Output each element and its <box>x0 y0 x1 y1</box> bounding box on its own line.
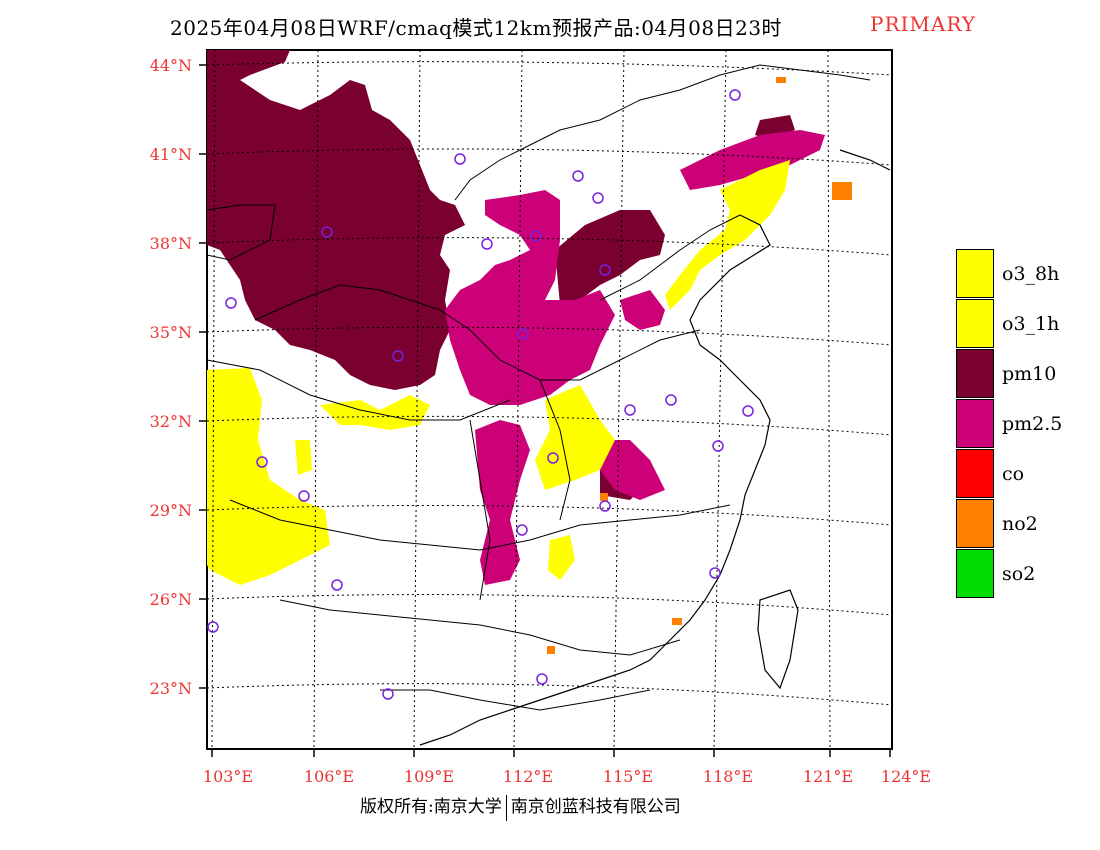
lat-label: 38°N <box>150 234 192 253</box>
legend-label: co <box>1002 463 1025 485</box>
no2-spot <box>672 618 682 625</box>
longitude-labels: 103°E 106°E 109°E 112°E 115°E 118°E 121°… <box>203 767 931 786</box>
lon-label: 124°E <box>881 767 931 786</box>
o3-field-south <box>548 535 575 580</box>
pm10-field-east <box>555 210 665 305</box>
o3-field-west <box>207 368 330 585</box>
pollution-fields <box>207 50 852 654</box>
map-title: 2025年04月08日WRF/cmaq模式12km预报产品:04月08日23时 <box>170 16 783 40</box>
latitude-ticks <box>199 64 207 689</box>
lat-label: 29°N <box>150 501 192 520</box>
pm25-field-ne <box>680 130 825 190</box>
legend-item-pm10: pm10 <box>956 349 1096 399</box>
pm10-field <box>207 75 465 390</box>
o3-field-mid <box>535 385 615 490</box>
no2-spot <box>776 77 786 83</box>
legend-swatch <box>956 499 994 548</box>
legend: o3_8h o3_1h pm10 pm2.5 co no2 so2 <box>956 249 1096 599</box>
pm10-field-north <box>207 50 290 98</box>
pm25-field-east <box>620 290 665 330</box>
pm25-field <box>445 190 615 405</box>
legend-swatch <box>956 449 994 498</box>
lon-label: 121°E <box>803 767 853 786</box>
lat-label: 32°N <box>150 412 192 431</box>
legend-item-o3-8h: o3_8h <box>956 249 1096 299</box>
legend-label: pm2.5 <box>1002 413 1063 435</box>
legend-swatch <box>956 349 994 398</box>
pm25-field-se <box>600 440 665 500</box>
latitude-labels: 44°N 41°N 38°N 35°N 32°N 29°N 26°N 23°N <box>150 56 192 698</box>
legend-label: so2 <box>1002 563 1036 585</box>
lon-label: 112°E <box>503 767 553 786</box>
province-boundaries <box>206 64 871 711</box>
copyright-separator <box>505 794 507 821</box>
legend-item-so2: so2 <box>956 549 1096 599</box>
city-markers <box>207 89 754 700</box>
legend-item-co: co <box>956 449 1096 499</box>
lat-label: 41°N <box>150 145 192 164</box>
legend-swatch <box>956 299 994 348</box>
lon-label: 115°E <box>603 767 653 786</box>
lon-label: 103°E <box>203 767 253 786</box>
lon-label: 109°E <box>404 767 454 786</box>
copyright-owner: 版权所有:南京大学 <box>360 797 502 817</box>
legend-swatch <box>956 249 994 298</box>
pollutant-tag: PRIMARY <box>870 12 976 36</box>
no2-spot <box>600 493 608 501</box>
legend-swatch <box>956 399 994 448</box>
legend-item-pm25: pm2.5 <box>956 399 1096 449</box>
longitude-ticks <box>211 749 891 757</box>
coastline <box>419 149 891 746</box>
copyright: 版权所有:南京大学 南京创蓝科技有限公司 <box>360 792 681 821</box>
lat-label: 23°N <box>150 679 192 698</box>
legend-swatch <box>956 549 994 598</box>
legend-label: pm10 <box>1002 363 1057 385</box>
lon-label: 106°E <box>304 767 354 786</box>
no2-spot <box>547 646 555 654</box>
lat-label: 35°N <box>150 323 192 342</box>
legend-item-o3-1h: o3_1h <box>956 299 1096 349</box>
o3-field-sw <box>295 440 312 475</box>
pm25-field-south <box>475 420 530 585</box>
legend-item-no2: no2 <box>956 499 1096 549</box>
legend-label: o3_1h <box>1002 313 1060 335</box>
lat-label: 26°N <box>150 590 192 609</box>
graticule <box>206 49 893 750</box>
legend-label: o3_8h <box>1002 263 1060 285</box>
lon-label: 118°E <box>703 767 753 786</box>
copyright-company: 南京创蓝科技有限公司 <box>510 797 681 817</box>
o3-field-coast <box>665 160 790 310</box>
legend-label: no2 <box>1002 513 1038 535</box>
no2-spot <box>832 182 852 200</box>
lat-label: 44°N <box>150 56 192 75</box>
